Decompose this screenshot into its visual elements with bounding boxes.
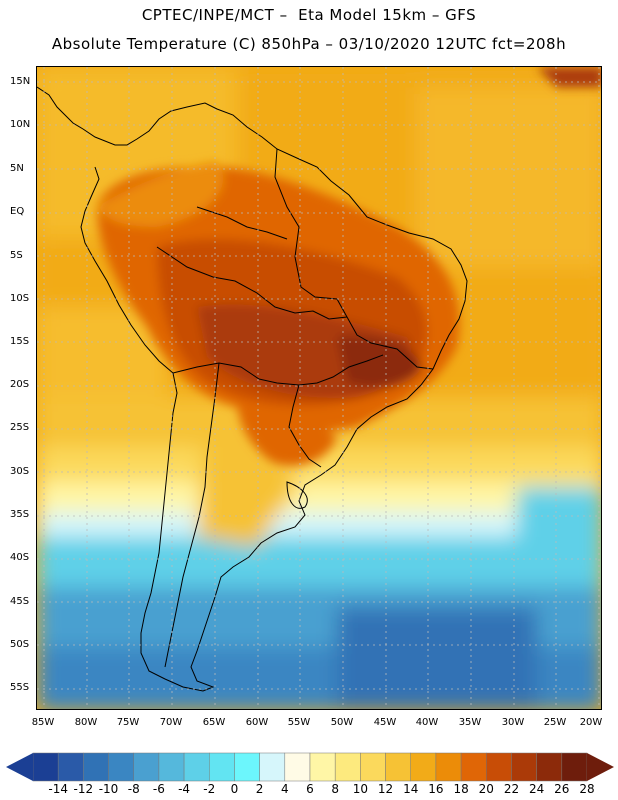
colorbar-swatch [536,752,563,782]
lat-tick-label: EQ [10,206,25,217]
lon-tick-label: 35W [458,717,482,728]
colorbar-tick-label: 6 [306,782,314,796]
colorbar-tick-label: -12 [73,782,94,796]
lon-tick-label: 75W [116,717,140,728]
colorbar-swatch [334,752,361,782]
temperature-map [37,67,601,709]
colorbar-swatch [410,752,437,782]
lat-tick-label: 15S [10,336,30,347]
colorbar-tick-label: -6 [152,782,165,796]
colorbar-tick-label: 2 [255,782,264,796]
lat-tick-label: 5S [10,250,23,261]
colorbar-tick-label: 24 [528,782,545,796]
colorbar-tick-label: -14 [48,782,68,796]
colorbar-swatch [108,752,134,782]
lat-tick-label: 50S [10,639,30,650]
colorbar-tick-label: -4 [178,782,191,796]
colorbar-tick-label: 16 [428,782,444,796]
colorbar-swatch [435,752,462,782]
colorbar-tick-label: -10 [98,782,119,796]
colorbar-swatch [32,752,59,782]
colorbar-tick-label: 0 [230,782,239,796]
colorbar-swatch [284,752,311,782]
coastline [37,86,468,692]
chart-title: CPTEC/INPE/MCT – Eta Model 15km – GFS [141,6,477,24]
lon-tick-label: 45W [373,717,397,728]
lat-tick-label: 20S [10,379,30,390]
lat-tick-label: 40S [10,552,30,563]
colorbar-swatch [511,752,537,782]
colorbar-swatch [234,752,260,782]
colorbar-max-arrow [587,753,614,781]
colorbar [6,752,614,782]
lon-tick-label: 20W [579,717,603,728]
colorbar-swatch [385,752,411,782]
colorbar-tick-label: 4 [280,782,289,796]
lon-tick-label: 60W [245,717,269,728]
lat-tick-label: 45S [10,596,30,607]
lon-tick-label: 85W [31,717,55,728]
lon-tick-label: 55W [287,717,311,728]
colorbar-swatch [133,752,160,782]
lat-tick-label: 10N [10,119,31,130]
colorbar-swatch [360,752,386,782]
colorbar-tick-label: 22 [503,782,520,796]
colorbar-swatch [259,752,286,782]
lon-tick-label: 30W [501,717,525,728]
colorbar-swatch [460,752,487,782]
colorbar-tick-label: 12 [377,782,394,796]
lat-tick-label: 5N [10,163,24,174]
colorbar-swatch [209,752,235,782]
grid [37,67,601,709]
colorbar-tick-label: 26 [554,782,570,796]
colorbar-tick-label: -2 [203,782,216,796]
colorbar-swatch [57,752,84,782]
colorbar-tick-label: 8 [331,782,339,796]
lon-tick-label: 65W [202,717,226,728]
lat-tick-label: 15N [10,76,31,87]
colorbar-tick-label: 28 [579,782,595,796]
colorbar-swatch [83,752,109,782]
colorbar-swatch [309,752,336,782]
lat-tick-label: 30S [10,466,30,477]
lat-tick-label: 35S [10,509,30,520]
chart-subtitle: Absolute Temperature (C) 850hPa – 03/10/… [51,35,567,53]
colorbar-swatch [158,752,185,782]
colorbar-tick-label: 20 [478,782,494,796]
lon-tick-label: 80W [74,717,98,728]
lat-tick-label: 55S [10,682,30,693]
lat-tick-label: 10S [10,293,30,304]
map-panel [36,66,602,710]
lon-tick-label: 50W [330,717,354,728]
lon-tick-label: 40W [415,717,439,728]
colorbar-tick-label: 10 [352,782,368,796]
lat-tick-label: 25S [10,422,30,433]
colorbar-min-arrow [6,753,33,781]
colorbar-tick-label: 18 [453,782,469,796]
lon-tick-label: 25W [543,717,567,728]
colorbar-tick-label: -8 [127,782,140,796]
colorbar-tick-label: 14 [403,782,419,796]
colorbar-swatch [486,752,512,782]
colorbar-swatch [183,752,210,782]
colorbar-swatch [561,752,588,782]
lon-tick-label: 70W [159,717,183,728]
